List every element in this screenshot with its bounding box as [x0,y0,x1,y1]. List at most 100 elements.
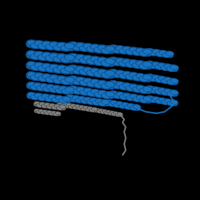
Ellipse shape [37,86,45,91]
Ellipse shape [102,94,110,98]
Ellipse shape [79,90,89,96]
Ellipse shape [36,85,46,92]
Ellipse shape [47,111,52,114]
Ellipse shape [95,108,101,112]
Ellipse shape [154,89,164,95]
Ellipse shape [111,60,122,66]
Ellipse shape [58,98,68,104]
Ellipse shape [102,84,110,89]
Ellipse shape [98,108,104,112]
Ellipse shape [100,60,112,67]
Ellipse shape [112,48,122,54]
Ellipse shape [133,50,141,55]
Ellipse shape [65,87,74,92]
Ellipse shape [155,65,163,69]
Ellipse shape [147,49,154,53]
Ellipse shape [31,65,40,70]
Ellipse shape [37,111,41,114]
Ellipse shape [65,43,74,48]
Ellipse shape [39,83,50,89]
Ellipse shape [78,96,87,101]
Ellipse shape [149,88,158,94]
Ellipse shape [166,91,175,97]
Ellipse shape [142,86,152,92]
Ellipse shape [67,95,74,99]
Ellipse shape [82,55,94,62]
Ellipse shape [100,72,112,79]
Ellipse shape [81,99,88,103]
Ellipse shape [77,77,85,82]
Ellipse shape [113,111,119,115]
Ellipse shape [162,101,168,104]
Ellipse shape [153,75,160,80]
Ellipse shape [60,104,66,108]
Ellipse shape [106,110,111,113]
Ellipse shape [71,68,83,75]
Ellipse shape [101,83,111,90]
Ellipse shape [80,46,89,51]
Ellipse shape [119,49,128,54]
Ellipse shape [41,104,48,109]
Ellipse shape [132,87,142,93]
Ellipse shape [45,44,56,51]
Ellipse shape [114,112,119,115]
Ellipse shape [34,83,42,88]
Ellipse shape [126,96,134,100]
Ellipse shape [90,56,101,63]
Ellipse shape [86,81,97,88]
Ellipse shape [139,64,148,69]
Ellipse shape [68,97,78,103]
Ellipse shape [45,112,50,115]
Ellipse shape [76,106,83,110]
Ellipse shape [54,78,62,83]
Ellipse shape [94,48,103,53]
Ellipse shape [61,69,70,74]
Ellipse shape [74,104,81,108]
Ellipse shape [47,85,55,89]
Ellipse shape [48,94,57,100]
Ellipse shape [56,106,63,111]
Ellipse shape [41,63,53,69]
Ellipse shape [68,75,79,82]
Ellipse shape [119,104,126,108]
Ellipse shape [88,107,93,110]
Ellipse shape [106,82,114,87]
Ellipse shape [149,64,157,68]
Ellipse shape [155,99,163,104]
Ellipse shape [42,64,51,69]
Ellipse shape [135,60,146,67]
Ellipse shape [83,106,89,109]
Ellipse shape [33,82,43,88]
Ellipse shape [27,81,37,88]
Ellipse shape [90,98,97,102]
Ellipse shape [27,62,36,67]
Ellipse shape [160,79,169,84]
Ellipse shape [102,48,111,53]
Ellipse shape [132,50,142,56]
Ellipse shape [59,86,67,91]
Ellipse shape [112,72,122,78]
Ellipse shape [109,44,119,51]
Ellipse shape [150,51,157,55]
Ellipse shape [133,76,141,80]
Ellipse shape [97,80,108,86]
Ellipse shape [84,79,93,84]
Ellipse shape [57,75,67,82]
Ellipse shape [56,112,60,115]
Ellipse shape [57,54,67,59]
Ellipse shape [117,102,123,106]
Ellipse shape [122,71,133,77]
Ellipse shape [109,80,119,86]
Ellipse shape [68,64,79,71]
Ellipse shape [165,99,172,103]
Ellipse shape [69,54,78,59]
Ellipse shape [126,50,134,54]
Ellipse shape [74,98,83,103]
Ellipse shape [152,74,161,80]
Ellipse shape [45,55,56,62]
Ellipse shape [146,85,155,91]
Ellipse shape [140,88,148,93]
Ellipse shape [30,43,41,49]
Ellipse shape [87,106,94,110]
Ellipse shape [59,105,65,109]
